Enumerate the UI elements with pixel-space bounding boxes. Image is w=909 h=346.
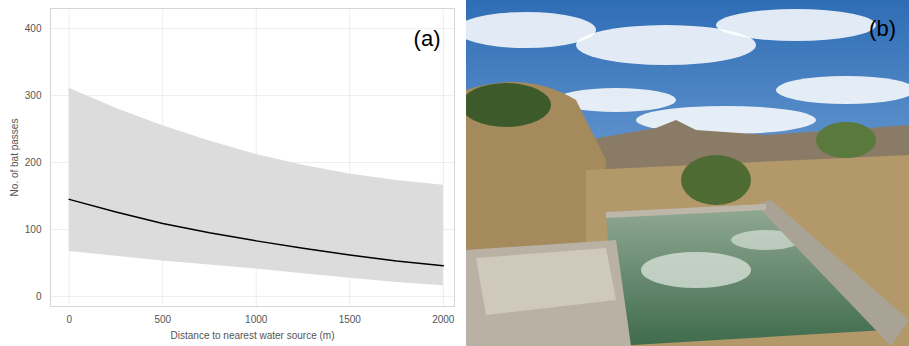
svg-text:(a): (a) xyxy=(414,26,441,51)
svg-text:100: 100 xyxy=(25,224,42,235)
svg-text:300: 300 xyxy=(25,90,42,101)
svg-text:Distance to nearest water sour: Distance to nearest water source (m) xyxy=(171,330,335,341)
svg-text:2000: 2000 xyxy=(432,314,455,325)
svg-text:200: 200 xyxy=(25,157,42,168)
svg-text:400: 400 xyxy=(25,23,42,34)
svg-text:(b): (b) xyxy=(869,16,896,41)
svg-text:0: 0 xyxy=(36,291,42,302)
svg-text:1500: 1500 xyxy=(339,314,362,325)
svg-text:0: 0 xyxy=(66,314,72,325)
svg-text:No. of bat passes: No. of bat passes xyxy=(9,119,20,197)
svg-text:1000: 1000 xyxy=(245,314,268,325)
svg-text:500: 500 xyxy=(154,314,171,325)
